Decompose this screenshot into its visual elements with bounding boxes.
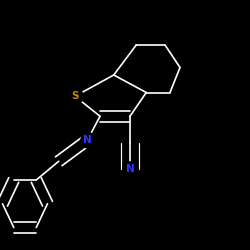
Text: N: N bbox=[83, 135, 92, 145]
Text: S: S bbox=[71, 91, 79, 101]
Text: N: N bbox=[126, 164, 134, 174]
